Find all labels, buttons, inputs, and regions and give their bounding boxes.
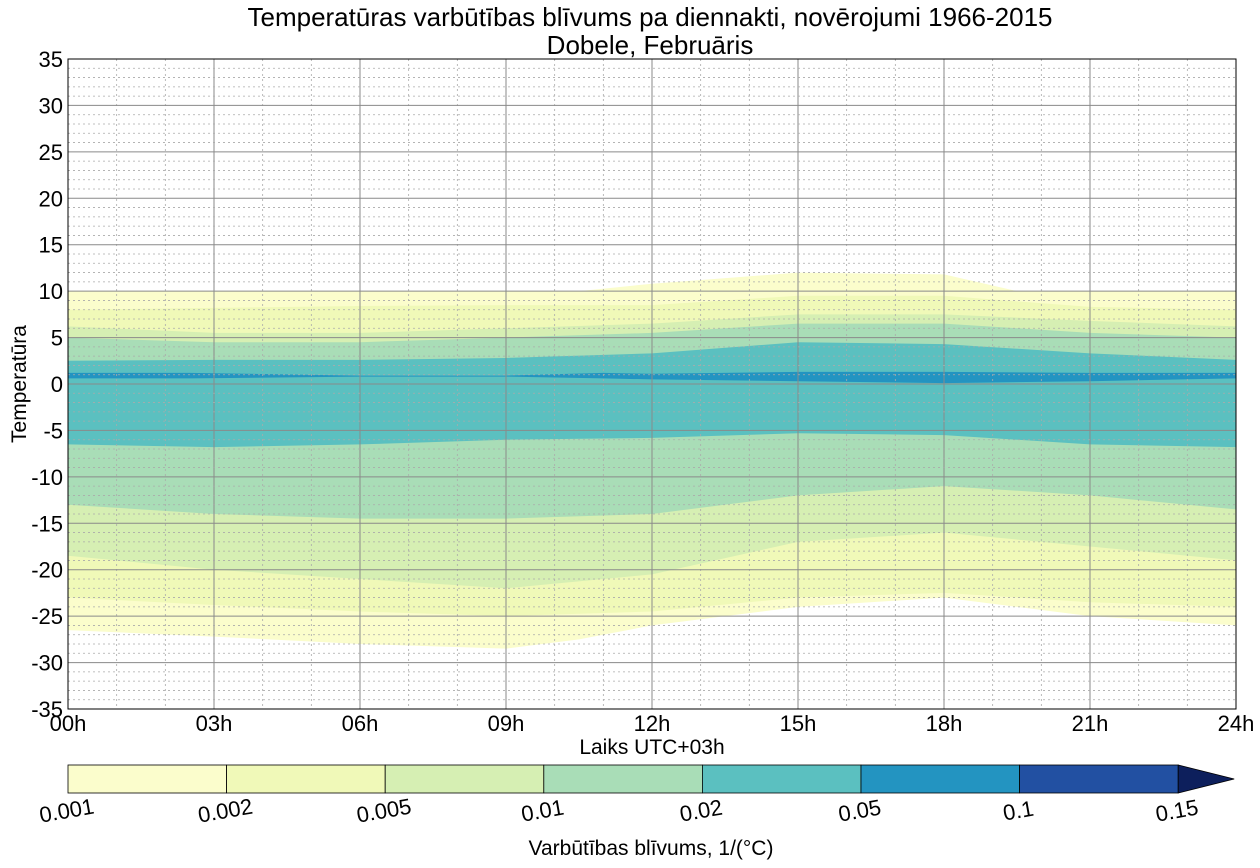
plot-frame [67,58,1237,710]
colorbar-tick-labels: 0.001 0.002 0.005 0.01 0.02 0.05 0.1 0.15 [37,794,1200,828]
colorbar-tick-label: 0.05 [836,795,883,827]
chart-title: Temperatūras varbūtības blīvums pa dienn… [247,2,1052,32]
y-tick-label: 0 [51,372,63,397]
grid-lines [68,59,1236,709]
y-tick-label: -5 [43,418,63,443]
x-tick-label: 24h [1218,711,1255,736]
y-tick-label: 20 [39,186,63,211]
y-axis-ticks: 35 30 25 20 15 10 5 0 -5 -10 -15 -20 -25 -30 -35 [31,47,63,722]
x-tick-label: 12h [634,711,671,736]
colorbar-segment [860,764,1021,794]
x-tick-label: 21h [1072,711,1109,736]
colorbar-segment [543,764,703,794]
colorbar-tick-label: 0.001 [37,794,96,828]
colorbar-tick-label: 0.1 [1001,796,1035,826]
colorbar-segment [702,764,862,794]
colorbar-tick-label: 0.15 [1154,795,1201,827]
colorbar-tick-label: 0.02 [678,795,725,827]
x-tick-label: 03h [196,711,233,736]
y-tick-label: -10 [31,465,63,490]
x-tick-label: 00h [50,711,87,736]
y-tick-label: 15 [39,233,63,258]
x-axis-ticks: 00h 03h 06h 09h 12h 15h 18h 21h 24h [50,711,1255,736]
plot-area [67,58,1237,710]
y-tick-label: -25 [31,604,63,629]
x-axis-label: Laiks UTC+03h [579,736,724,759]
x-tick-label: 06h [342,711,379,736]
y-tick-label: -35 [31,697,63,722]
colorbar-tick-label: 0.005 [355,794,414,828]
colorbar-label: Varbūtības blīvums, 1/(°C) [529,837,774,860]
x-tick-label: 18h [926,711,963,736]
chart-subtitle: Dobele, Februāris [547,30,754,60]
y-tick-label: -20 [31,558,63,583]
x-tick-label: 15h [780,711,817,736]
colorbar-extend-arrow [1177,764,1235,794]
colorbar [67,764,1235,794]
colorbar-segment [226,764,386,794]
y-tick-label: -30 [31,651,63,676]
colorbar-segment [67,764,228,794]
y-tick-label: 35 [39,47,63,72]
y-axis-label: Temperatūra [8,325,31,443]
colorbar-segment [1019,764,1179,794]
y-tick-label: 25 [39,140,63,165]
y-tick-label: 10 [39,279,63,304]
colorbar-segment [384,764,545,794]
y-tick-label: 30 [39,93,63,118]
colorbar-tick-label: 0.002 [196,794,255,828]
y-tick-label: -15 [31,511,63,536]
x-tick-label: 09h [488,711,525,736]
colorbar-tick-label: 0.01 [519,795,566,827]
y-tick-label: 5 [51,326,63,351]
